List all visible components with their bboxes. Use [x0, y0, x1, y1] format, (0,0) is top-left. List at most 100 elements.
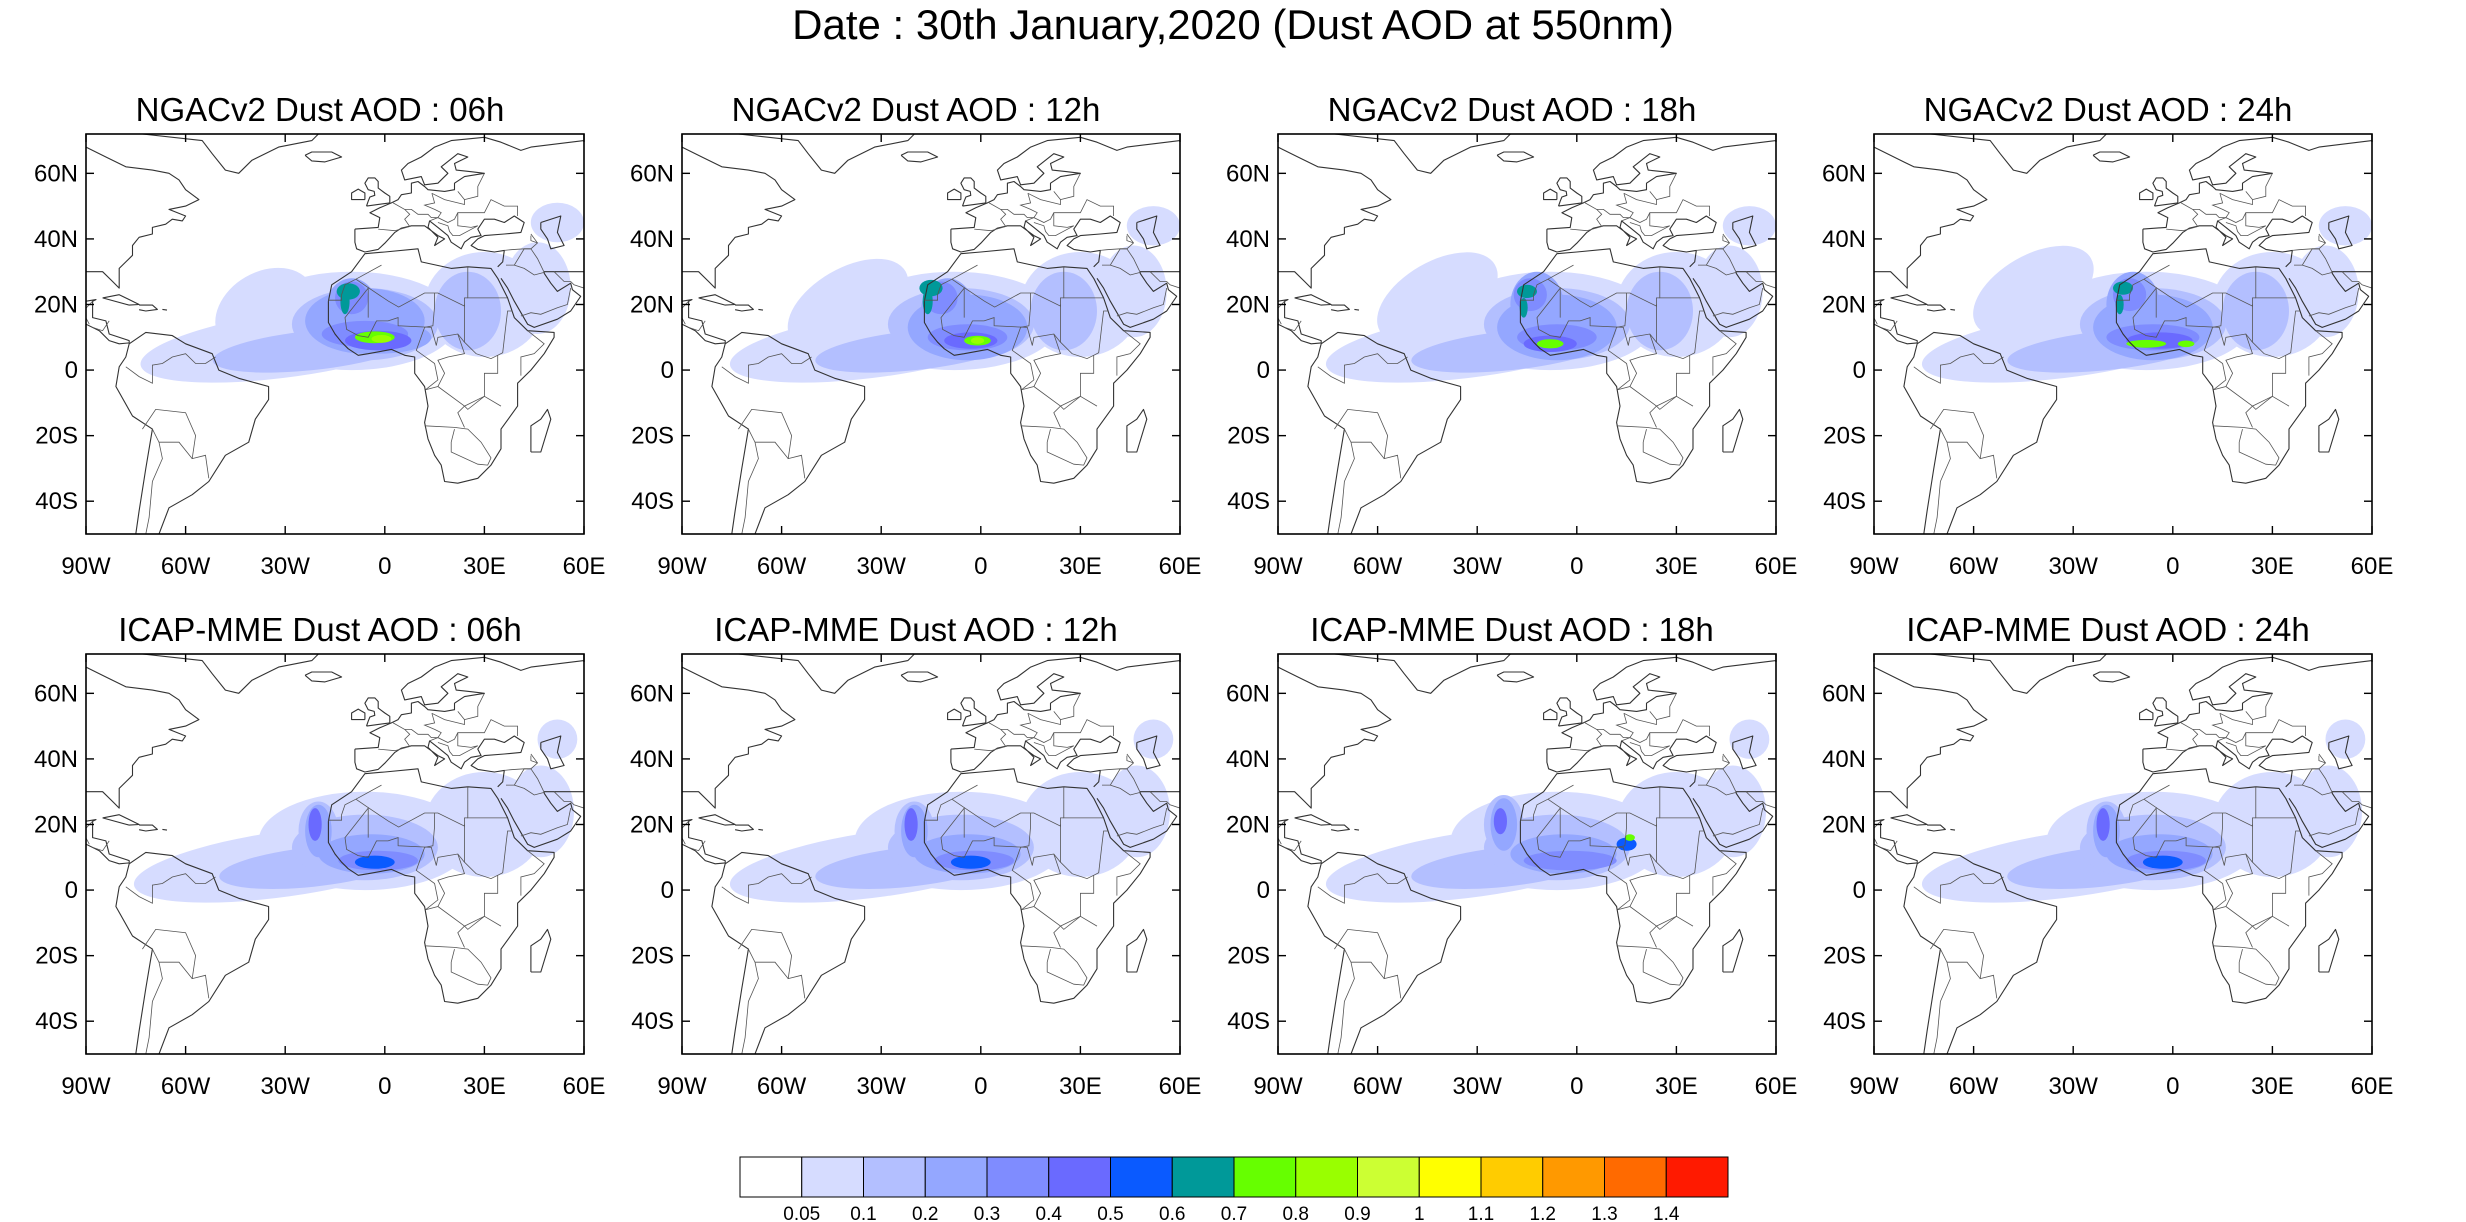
lon-tick-label: 30E — [1059, 553, 1102, 580]
country-border — [1947, 961, 1981, 979]
country-border — [2294, 248, 2319, 266]
dust-aod-map: 90W 60W 30W 0 30E 60E 60N 40N 20N 0 20S 40S — [1822, 653, 2393, 1100]
coastline — [138, 824, 158, 832]
lat-tick-label: 40S — [631, 488, 674, 515]
lon-tick-label: 30W — [857, 1073, 907, 1100]
coastline — [1890, 814, 1928, 826]
dust-aod-contour — [1523, 850, 1617, 871]
lon-tick-label: 60E — [1159, 553, 1202, 580]
country-border — [1722, 248, 1737, 273]
lon-tick-label: 0 — [1570, 553, 1583, 580]
coastline — [682, 299, 726, 345]
country-border — [2255, 266, 2295, 299]
country-border — [721, 353, 812, 384]
coastline — [1136, 215, 1161, 250]
map-frame — [1873, 133, 2373, 535]
country-border — [2252, 693, 2273, 720]
map-frame — [1873, 653, 2373, 1055]
dust-aod-contour — [537, 719, 578, 759]
country-border — [2166, 202, 2199, 232]
country-border — [404, 193, 442, 218]
lon-tick-label: 30W — [857, 553, 907, 580]
coastline — [1722, 928, 1744, 973]
country-border — [1623, 191, 1657, 206]
coastline — [711, 331, 866, 534]
lon-tick-label: 60W — [161, 553, 211, 580]
dust-aod-map: 90W 60W 30W 0 30E 60E 60N 40N 20N 0 20S 40S — [1226, 653, 1797, 1100]
border-layer — [682, 173, 1180, 534]
country-border — [1722, 768, 1737, 793]
coastline — [1903, 851, 2058, 1054]
lat-tick-label: 20N — [1822, 811, 1866, 838]
dust-aod-contour — [1030, 271, 1097, 351]
coastline — [115, 851, 270, 1054]
country-border — [1000, 193, 1038, 218]
dust-aod-field — [729, 719, 1174, 903]
coastline — [923, 248, 1151, 484]
lat-tick-label: 0 — [1257, 877, 1270, 904]
coastline — [2092, 671, 2131, 683]
country-border — [1570, 202, 1603, 232]
coastline — [1874, 819, 1918, 865]
country-border — [2212, 945, 2280, 986]
country-border — [2308, 330, 2333, 376]
dust-aod-contour — [354, 855, 395, 869]
country-border — [2318, 235, 2326, 244]
dust-aod-field — [133, 719, 578, 903]
country-border — [2252, 304, 2301, 360]
country-border — [1020, 425, 1088, 466]
dust-aod-field — [1921, 206, 2372, 383]
lat-tick-label: 0 — [1853, 877, 1866, 904]
country-border — [2166, 722, 2199, 752]
coastline — [1950, 308, 1956, 311]
country-border — [1351, 441, 1385, 459]
country-border — [1659, 786, 1699, 819]
lat-tick-label: 40N — [630, 746, 674, 773]
dust-aod-contour — [2096, 808, 2110, 841]
coastline — [1546, 215, 1717, 268]
country-border — [2217, 719, 2307, 743]
dust-aod-contour — [970, 337, 985, 344]
dust-aod-contour — [1493, 808, 1507, 835]
country-border — [344, 806, 465, 866]
country-border — [1649, 395, 1694, 428]
coastline — [2142, 735, 2313, 788]
country-border — [1520, 784, 1574, 821]
country-border — [1621, 719, 1711, 743]
country-border — [1913, 353, 2004, 384]
lat-tick-label: 20N — [1822, 291, 1866, 318]
country-border — [940, 806, 1061, 866]
lon-tick-label: 60W — [161, 1073, 211, 1100]
coastline — [2142, 656, 2372, 750]
lat-tick-label: 40S — [35, 1008, 78, 1035]
lat-tick-label: 20S — [631, 423, 674, 450]
coastline-layer — [86, 134, 584, 534]
country-border — [530, 235, 538, 244]
lat-tick-label: 0 — [65, 877, 78, 904]
coastline — [86, 146, 200, 289]
country-border — [1930, 408, 1998, 479]
lat-tick-label: 20N — [1226, 811, 1270, 838]
colorbar-label: 1 — [1414, 1204, 1425, 1222]
coastline — [900, 671, 939, 683]
lon-tick-label: 30E — [1655, 1073, 1698, 1100]
dust-aod-field — [729, 206, 1180, 383]
country-border — [1351, 961, 1385, 979]
coastline — [950, 656, 1180, 750]
coastline — [734, 824, 754, 832]
country-border — [2225, 875, 2287, 930]
map-panel: ICAP-MME Dust AOD : 18h 90W 60W 30W 0 30E 60E 6… — [1226, 608, 1797, 1100]
coastline — [2152, 697, 2179, 727]
country-border — [2219, 711, 2253, 726]
country-border — [514, 264, 545, 276]
colorbar-swatch — [739, 1156, 803, 1198]
coastline — [1930, 654, 2107, 694]
map-panel: NGACv2 Dust AOD : 24h 90W 60W 30W 0 30E 60E 60N… — [1822, 88, 2393, 580]
lon-tick-label: 90W — [1849, 1073, 1899, 1100]
lat-tick-label: 0 — [65, 357, 78, 384]
colorbar-swatch — [1604, 1156, 1667, 1198]
coastline — [682, 666, 796, 809]
country-border — [2308, 850, 2333, 896]
coastline — [1543, 708, 1558, 721]
dust-aod-field — [1325, 719, 1770, 903]
